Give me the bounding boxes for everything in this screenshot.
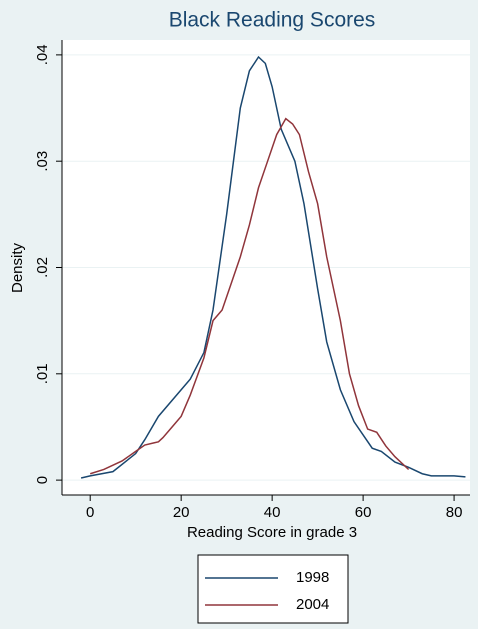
x-tick-label: 0	[86, 504, 94, 521]
legend	[197, 554, 349, 624]
x-tick-label: 40	[264, 504, 281, 521]
y-tick-label: .03	[34, 151, 51, 172]
x-axis-label: Reading Score in grade 3	[187, 524, 357, 541]
series-line	[89, 117, 410, 475]
y-tick-label: .04	[34, 44, 51, 65]
y-tick-label: 0	[34, 476, 51, 484]
chart-title: Black Reading Scores	[169, 9, 376, 32]
x-tick-label: 80	[446, 504, 463, 521]
y-tick-label: .01	[34, 363, 51, 384]
legend-label: 2004	[296, 596, 329, 613]
legend-label: 1998	[296, 569, 329, 586]
y-tick-label: .02	[34, 257, 51, 278]
x-tick-label: 60	[355, 504, 372, 521]
x-tick-label: 20	[173, 504, 190, 521]
y-axis-label: Density	[9, 242, 26, 293]
